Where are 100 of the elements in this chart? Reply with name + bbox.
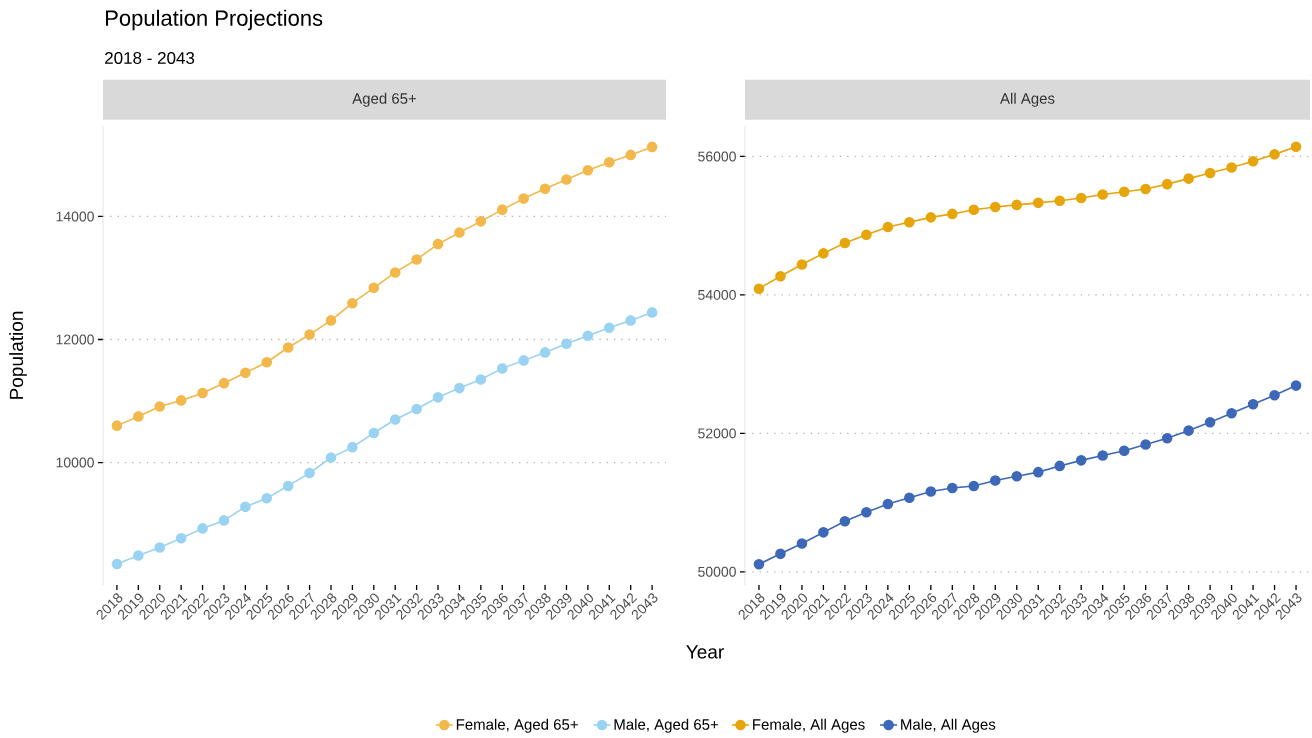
point — [1032, 466, 1044, 478]
point — [1054, 460, 1066, 472]
point — [518, 355, 529, 366]
point — [496, 363, 508, 374]
point — [1118, 186, 1130, 198]
point — [1183, 425, 1194, 436]
point — [753, 283, 765, 294]
legend-label: Male, All Ages — [901, 718, 996, 733]
point — [1204, 167, 1216, 179]
point — [111, 558, 123, 570]
point — [1247, 399, 1259, 410]
point — [475, 216, 487, 227]
point — [1032, 197, 1044, 209]
point — [411, 403, 422, 415]
point — [1226, 407, 1237, 419]
y-tick-label: 12000 — [56, 334, 94, 345]
y-axis-title: Population — [9, 311, 27, 399]
point — [539, 183, 551, 195]
point — [133, 550, 144, 561]
point — [1054, 195, 1066, 207]
y-tick-label: 52000 — [698, 428, 736, 439]
chart-title: All Ages — [1000, 92, 1055, 107]
point — [839, 237, 851, 249]
point — [775, 270, 786, 282]
point — [1011, 470, 1023, 482]
point — [1118, 445, 1130, 456]
point — [753, 558, 765, 570]
point — [1097, 189, 1108, 200]
point — [796, 259, 808, 270]
point — [1140, 439, 1151, 450]
point — [154, 401, 166, 412]
point — [1011, 199, 1023, 211]
point — [175, 532, 187, 544]
point — [368, 282, 380, 294]
point — [218, 515, 230, 526]
y-tick-label: 50000 — [698, 566, 736, 577]
chart-title: Aged 65+ — [352, 92, 417, 107]
point — [1204, 417, 1216, 428]
point — [1097, 450, 1108, 461]
point — [968, 480, 980, 492]
x-axis-title: Year — [686, 645, 724, 659]
point — [582, 164, 594, 176]
point — [304, 329, 315, 340]
point — [347, 441, 358, 453]
point — [1161, 178, 1173, 190]
point — [1247, 156, 1259, 167]
point — [1140, 183, 1151, 195]
point — [882, 498, 894, 510]
point — [261, 356, 273, 368]
point — [925, 212, 937, 223]
point — [1269, 390, 1280, 401]
text: Population Projections — [106, 9, 323, 31]
point — [1290, 141, 1302, 153]
legend-label: Female, Aged 65+ — [456, 718, 578, 733]
point — [304, 467, 315, 479]
point — [539, 347, 551, 358]
text: 2018 - 2043 — [105, 51, 195, 65]
point — [861, 229, 872, 240]
point — [561, 338, 572, 350]
point — [1290, 380, 1302, 391]
point — [1161, 432, 1173, 444]
point — [1226, 162, 1237, 173]
point — [325, 315, 337, 326]
point — [775, 548, 786, 560]
point — [839, 515, 851, 527]
point — [154, 542, 166, 553]
point — [882, 221, 894, 233]
point — [989, 475, 1001, 486]
point — [454, 382, 465, 394]
point — [904, 216, 915, 228]
point — [496, 204, 508, 215]
point — [325, 452, 337, 463]
point — [561, 174, 572, 185]
point — [111, 420, 123, 431]
y-tick-label: 54000 — [698, 289, 736, 300]
point — [368, 427, 380, 439]
point — [818, 248, 829, 259]
point — [861, 506, 872, 518]
point — [175, 395, 187, 406]
point — [989, 201, 1001, 213]
point — [603, 322, 615, 334]
point — [411, 254, 422, 265]
point — [261, 492, 273, 504]
point — [347, 297, 358, 309]
point — [818, 527, 829, 538]
legend-label: Female, All Ages — [753, 718, 865, 733]
y-tick-label: 14000 — [56, 211, 94, 222]
point — [218, 377, 230, 389]
point — [925, 486, 937, 497]
point — [646, 141, 658, 153]
point — [603, 156, 615, 168]
point — [1075, 455, 1087, 466]
point — [582, 330, 594, 342]
point — [454, 227, 465, 238]
point — [625, 315, 636, 326]
legend-label: Male, Aged 65+ — [614, 718, 719, 733]
y-tick-label: 56000 — [698, 151, 736, 162]
point — [197, 523, 208, 534]
point — [432, 392, 444, 403]
point — [947, 208, 958, 220]
